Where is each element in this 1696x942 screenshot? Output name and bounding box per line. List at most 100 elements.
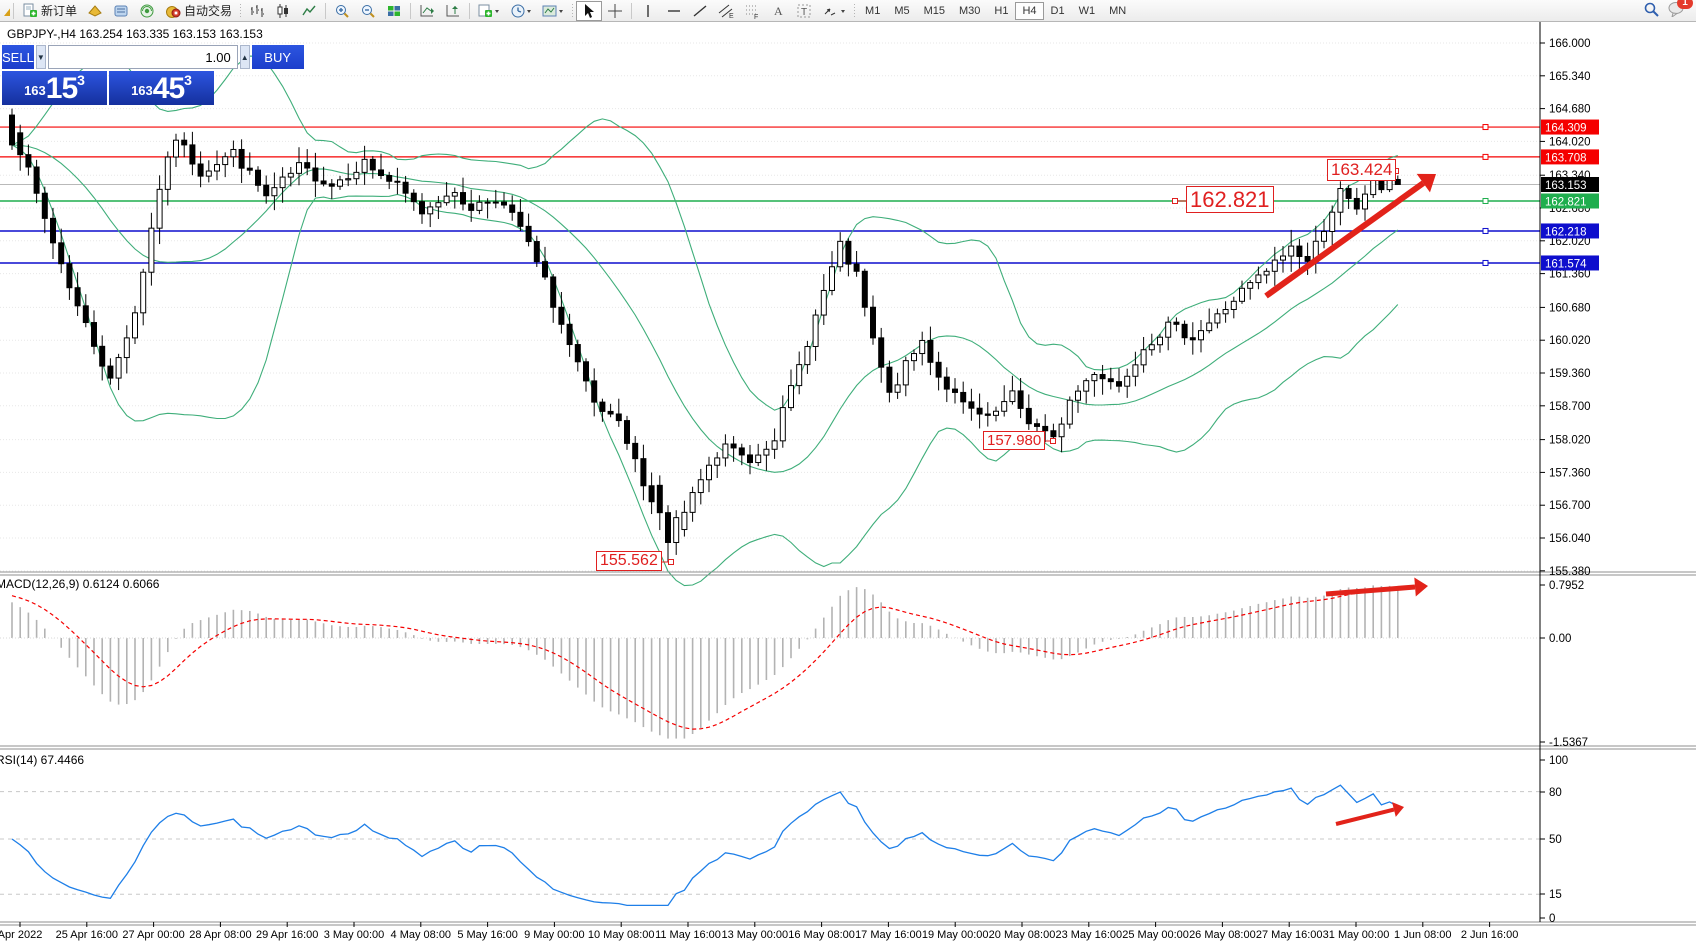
candle xyxy=(566,323,573,346)
tile-windows-button[interactable] xyxy=(381,1,407,21)
candle xyxy=(1017,390,1024,409)
text-button[interactable]: A xyxy=(765,1,791,21)
fibonacci-icon: F xyxy=(746,5,758,19)
arrows-dropdown[interactable] xyxy=(817,1,851,21)
crosshair-button[interactable] xyxy=(602,1,628,21)
candle xyxy=(419,201,425,215)
price-annotation-162821[interactable]: 162.821 xyxy=(1186,186,1274,214)
indicators-dropdown[interactable] xyxy=(473,1,505,21)
periods-dropdown[interactable] xyxy=(505,1,537,21)
macd-axis-label: -1.5367 xyxy=(1549,737,1588,749)
price-annotation-155562[interactable]: 155.562 xyxy=(596,551,662,572)
templates-dropdown[interactable] xyxy=(537,1,569,21)
price-tick-label: 155.380 xyxy=(1549,566,1591,578)
price-annotation-157980[interactable]: 157.980 xyxy=(983,431,1046,451)
time-tick-label: 25 Apr 16:00 xyxy=(56,929,118,941)
vertical-line-button[interactable] xyxy=(635,1,661,21)
price-tick-label: 157.360 xyxy=(1549,467,1591,479)
buy-price-panel[interactable]: 163 45 3 xyxy=(109,71,214,105)
cursor-button[interactable] xyxy=(576,0,603,21)
notifications-button[interactable]: 1 xyxy=(1668,0,1693,20)
tf-m1[interactable]: M1 xyxy=(865,4,881,17)
tf-mn[interactable]: MN xyxy=(1109,4,1127,17)
zoom-out-button[interactable] xyxy=(355,1,381,21)
toolbar-drag-handle[interactable] xyxy=(571,2,575,19)
candle xyxy=(870,306,876,339)
candle xyxy=(878,337,885,368)
tf-m15[interactable]: M15 xyxy=(923,4,945,17)
price-tick-label: 165.340 xyxy=(1549,71,1591,83)
bar-chart-icon xyxy=(251,4,265,17)
new-order-button[interactable]: 新订单 xyxy=(17,0,82,21)
autotrading-icon xyxy=(166,5,181,18)
candle xyxy=(1206,322,1213,332)
candle xyxy=(132,312,138,339)
candle xyxy=(820,289,827,316)
candle xyxy=(205,170,212,177)
channel-button[interactable]: E xyxy=(713,1,739,21)
sell-button[interactable]: SELL xyxy=(2,45,34,69)
svg-text:F: F xyxy=(754,14,758,19)
market-watch-button[interactable] xyxy=(82,1,108,21)
tf-m30[interactable]: M30 xyxy=(959,4,981,17)
annotation-handle xyxy=(1050,438,1056,444)
candle xyxy=(812,314,819,348)
fibonacci-button[interactable]: F xyxy=(739,1,765,21)
volume-decrease-button[interactable]: ▼ xyxy=(35,45,46,69)
candle xyxy=(320,180,327,185)
candle xyxy=(779,407,786,442)
autotrading-button[interactable]: 自动交易 xyxy=(160,0,237,21)
navigator-icon xyxy=(140,4,154,17)
profiles-group xyxy=(473,0,569,22)
candle xyxy=(394,180,401,183)
candlestick-button[interactable] xyxy=(270,1,296,21)
time-tick-label: 5 May 16:00 xyxy=(457,929,518,941)
time-tick-label: 3 May 00:00 xyxy=(324,929,385,941)
candle xyxy=(681,511,688,531)
toolbar-drag-handle[interactable] xyxy=(239,2,243,19)
volume-input[interactable] xyxy=(47,45,238,69)
volume-increase-button[interactable]: ▲ xyxy=(239,45,250,69)
candle xyxy=(1124,375,1131,387)
candle xyxy=(517,211,524,227)
auto-scroll-button[interactable] xyxy=(414,1,440,21)
toolbar-drag-handle[interactable] xyxy=(853,2,857,19)
candle xyxy=(697,479,704,494)
toolbar-separator xyxy=(325,2,327,19)
buy-button[interactable]: BUY xyxy=(251,45,304,69)
navigator-button[interactable] xyxy=(134,1,160,21)
tf-h1[interactable]: H1 xyxy=(994,4,1009,17)
svg-text:A: A xyxy=(774,4,783,18)
candle xyxy=(1116,381,1122,387)
price-annotation-163424[interactable]: 163.424 xyxy=(1327,159,1397,181)
bar-chart-button[interactable] xyxy=(244,1,270,21)
text-label-button[interactable]: T xyxy=(791,1,817,21)
candle xyxy=(492,201,499,204)
chart-shift-button[interactable] xyxy=(440,1,466,21)
rsi-axis-label: 80 xyxy=(1549,787,1562,799)
zoom-in-button[interactable] xyxy=(329,1,355,21)
tf-h4[interactable]: H4 xyxy=(1015,1,1044,20)
search-button[interactable] xyxy=(1643,1,1660,21)
data-window-button[interactable] xyxy=(108,1,134,21)
horizontal-line-button[interactable] xyxy=(661,1,687,21)
candle xyxy=(1230,300,1237,311)
candle xyxy=(460,192,466,205)
tf-m5[interactable]: M5 xyxy=(894,4,910,17)
line-chart-button[interactable] xyxy=(296,1,322,21)
candle xyxy=(181,139,188,146)
candle xyxy=(33,166,40,194)
tf-d1[interactable]: D1 xyxy=(1050,4,1065,17)
sell-price-pip: 3 xyxy=(77,72,85,88)
candle xyxy=(443,195,450,204)
tf-w1[interactable]: W1 xyxy=(1078,4,1096,17)
candle xyxy=(533,241,540,263)
candle xyxy=(804,346,811,366)
sell-price-panel[interactable]: 163 15 3 xyxy=(2,71,107,105)
candle xyxy=(755,454,762,464)
trendline-button[interactable] xyxy=(687,1,713,21)
candle xyxy=(550,276,557,308)
indicators-plus-icon xyxy=(478,4,500,17)
lines-group: E F A T xyxy=(635,0,851,22)
